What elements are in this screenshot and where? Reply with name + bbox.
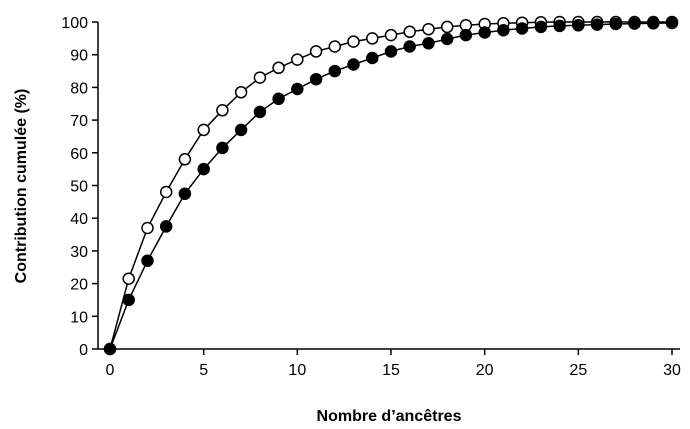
x-tick-label: 0	[106, 362, 115, 379]
series-2-point	[366, 51, 379, 65]
series-1-point	[272, 61, 285, 75]
series-1-point	[197, 123, 210, 137]
y-tick-label: 90	[70, 48, 88, 65]
series-2-point	[178, 187, 192, 200]
series-1-point	[347, 35, 360, 48]
series-2-point	[609, 17, 623, 31]
y-tick-label: 60	[70, 146, 88, 163]
y-tick-label: 80	[70, 80, 88, 97]
series-markers	[103, 15, 679, 356]
series-2-point	[347, 58, 360, 71]
series-2-point	[553, 19, 566, 33]
series-1-point	[122, 272, 135, 285]
series-1-point	[178, 153, 192, 166]
series-2-point	[103, 342, 117, 356]
series-2-point	[647, 17, 660, 30]
series-2-point	[272, 92, 285, 106]
series-2-point	[309, 72, 323, 86]
series-2-point	[328, 64, 342, 78]
series-2-point	[197, 162, 210, 176]
x-tick-label: 5	[199, 362, 208, 379]
y-tick-label: 30	[70, 244, 88, 261]
x-tick-label: 25	[569, 362, 587, 379]
series-2-point	[497, 23, 510, 37]
series-2-point	[403, 40, 416, 53]
y-axis-title: Contribution cumulée (%)	[13, 89, 30, 284]
series-2-point	[253, 105, 267, 119]
series-2-point	[422, 37, 435, 50]
series-2-point	[159, 220, 173, 233]
series-2-point	[534, 20, 548, 34]
series-1-point	[440, 20, 454, 34]
y-tick-label: 50	[70, 179, 88, 196]
x-tick-label: 15	[382, 362, 400, 379]
y-tick-label: 40	[70, 211, 88, 228]
series-2-point	[628, 17, 641, 30]
series-2-point	[291, 82, 304, 96]
series-2-point	[141, 254, 154, 267]
series-1-point	[328, 40, 342, 53]
series-1-point	[159, 185, 173, 199]
series-1-point	[291, 53, 304, 66]
series-2-point	[459, 28, 473, 42]
series-1-point	[234, 86, 248, 99]
series-2-line	[109, 22, 673, 350]
series-2-point	[478, 26, 491, 39]
y-tick-label: 0	[79, 342, 88, 359]
y-tick-label: 100	[61, 15, 88, 32]
y-tick-label: 20	[70, 277, 88, 294]
series-1-point	[253, 71, 267, 84]
series-1-point	[403, 25, 416, 39]
series-1-point	[216, 104, 229, 117]
series-1-point	[384, 28, 398, 42]
y-tick-label: 10	[70, 309, 88, 326]
y-tick-label: 70	[70, 113, 88, 130]
series-2-point	[440, 32, 454, 46]
x-tick-label: 20	[476, 362, 494, 379]
x-tick-label: 30	[663, 362, 681, 379]
series-2-point	[216, 141, 229, 155]
series-curves	[109, 21, 673, 350]
series-2-point	[665, 16, 679, 30]
series-1-line	[109, 21, 672, 350]
series-1-point	[309, 45, 323, 58]
series-2-point	[590, 18, 604, 31]
series-2-point	[234, 123, 248, 137]
series-1-point	[141, 221, 154, 235]
x-tick-label: 10	[288, 362, 306, 379]
axes: 0 10 20 30 40 50 60 70 80 90 100 0 5 10 15 20 25 30	[61, 15, 681, 379]
series-1-point	[422, 22, 435, 36]
series-2-point	[515, 22, 529, 35]
x-axis-title: Nombre d’ancêtres	[317, 408, 462, 425]
series-1-point	[366, 32, 379, 45]
series-2-point	[122, 293, 135, 307]
series-2-point	[572, 19, 585, 32]
series-2-point	[384, 45, 398, 58]
